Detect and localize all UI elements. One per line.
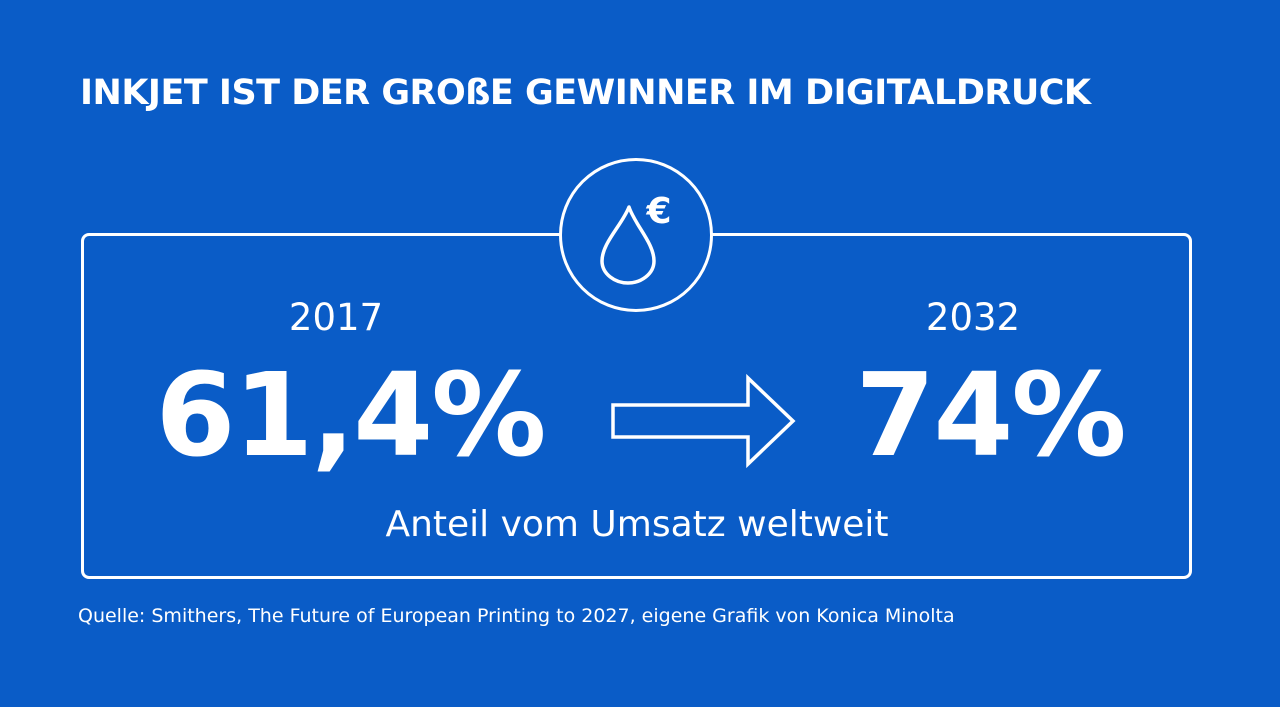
- value-end: 74%: [855, 349, 1126, 483]
- badge: €: [559, 158, 713, 312]
- year-start: 2017: [288, 296, 384, 339]
- value-start: 61,4%: [155, 349, 547, 483]
- year-end: 2032: [925, 296, 1021, 339]
- page-title: INKJET IST DER GROßE GEWINNER IM DIGITAL…: [80, 73, 1091, 113]
- caption: Anteil vom Umsatz weltweit: [385, 504, 889, 545]
- euro-symbol: €: [645, 191, 671, 232]
- ink-drop-icon: [600, 205, 656, 285]
- ink-drop-euro-icon: €: [600, 191, 672, 285]
- arrow-right-icon: [611, 373, 796, 469]
- source-note: Quelle: Smithers, The Future of European…: [78, 605, 955, 627]
